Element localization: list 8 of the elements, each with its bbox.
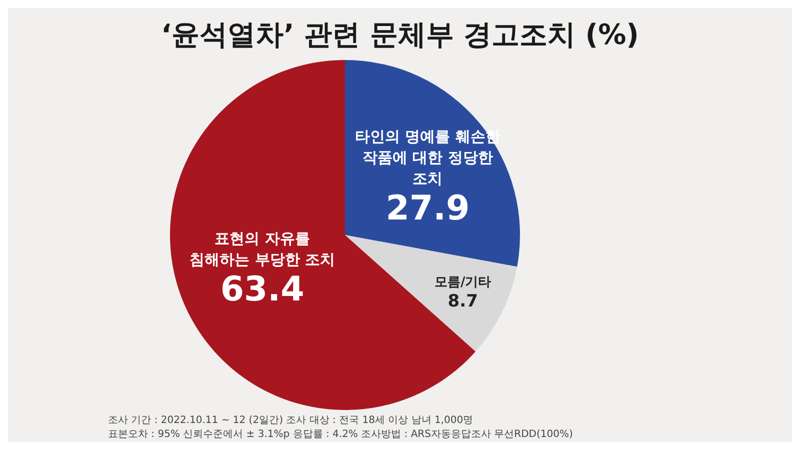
text: 조사 기간 : 2022.10.11 ~ 12 (2일간) 조사 대상 : 전국 18세 이상 남녀 1,000명	[108, 414, 474, 428]
slice-label: 모름/기타	[434, 274, 492, 290]
chart-title: ‘윤석열차’ 관련 문체부 경고조치 (%)	[160, 17, 640, 53]
data-label: 27.9	[386, 188, 470, 228]
text: 표본오차 : 95% 신뢰수준에서 ± 3.1%p 응답률 : 4.2% 조사방법 : ARS자동응답조사 무선RDD(100%)	[108, 428, 574, 442]
data-label: 8.7	[448, 291, 478, 312]
slice-label: 표현의 자유를 침해하는 부당한 조치	[190, 230, 336, 269]
data-label: 63.4	[220, 270, 304, 310]
